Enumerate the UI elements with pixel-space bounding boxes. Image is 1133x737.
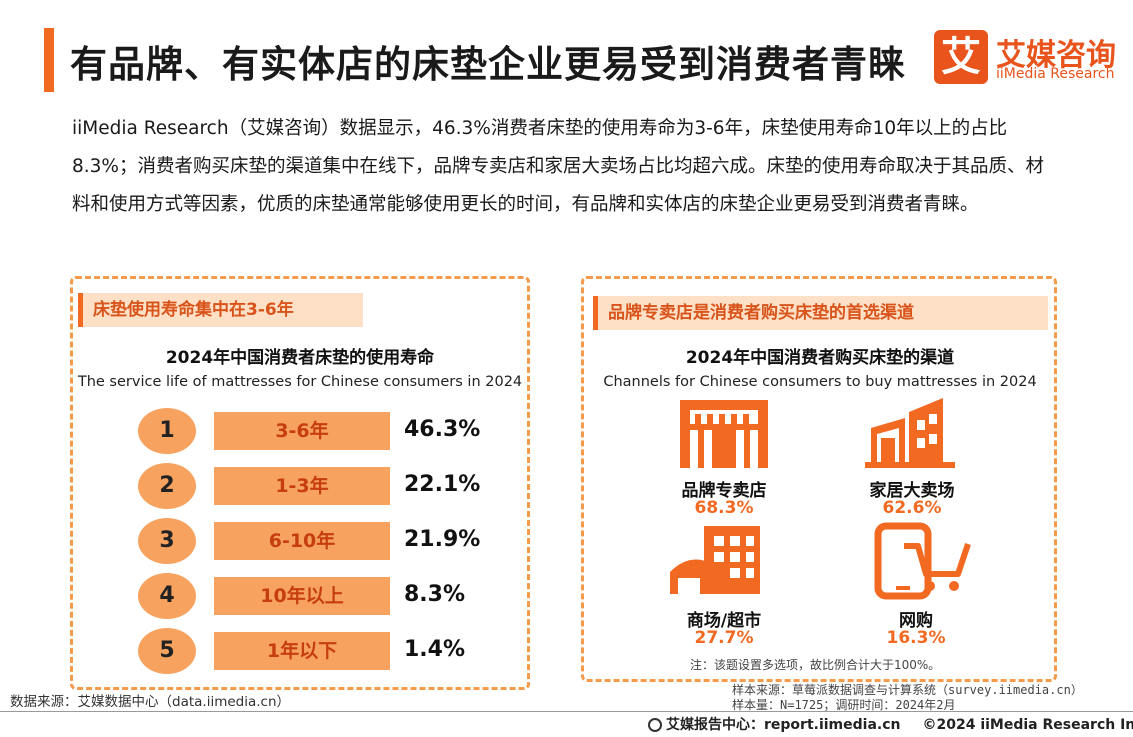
footer-bar: 艾媒报告中心：report.iimedia.cn ©2024 iiMedia Re… [648, 714, 1133, 734]
globe-icon [648, 718, 662, 732]
data-source: 数据来源：艾媒数据中心（data.iimedia.cn） [10, 694, 291, 710]
rank-value: 22.1% [404, 472, 481, 497]
rank-value: 21.9% [404, 527, 481, 552]
sample-source: 样本来源：草莓派数据调查与计算系统（survey.iimedia.cn） [732, 683, 1083, 697]
channel-name-home-market: 家居大卖场 [869, 481, 955, 501]
channel-name-store: 品牌专卖店 [681, 481, 767, 501]
mall-building-icon [670, 526, 760, 594]
page-title: 有品牌、有实体店的床垫企业更易受到消费者青睐 [70, 43, 906, 86]
rank-value: 1.4% [404, 637, 466, 662]
rank-circle: 2 [138, 463, 196, 509]
building-complex-icon [865, 398, 955, 468]
rank-bar: 1年以下 [214, 632, 390, 670]
title-accent-bar [44, 28, 54, 92]
channel-value-store: 68.3% [694, 498, 754, 518]
rank-bar: 3-6年 [214, 412, 390, 450]
rank-bar: 6-10年 [214, 522, 390, 560]
channel-tag: 品牌专卖店是消费者购买床垫的首选渠道 [593, 296, 1048, 330]
service-life-tag: 床垫使用寿命集中在3-6年 [78, 293, 363, 327]
rank-circle: 3 [138, 518, 196, 564]
channel-panel [581, 276, 1057, 682]
rank-bar: 1-3年 [214, 467, 390, 505]
sample-size: 样本量：N=1725；调研时间：2024年2月 [732, 698, 956, 712]
intro-paragraph: iiMedia Research（艾媒咨询）数据显示，46.3%消费者床垫的使用… [72, 118, 1045, 215]
channel-name-mall: 商场/超市 [686, 611, 762, 631]
multi-select-note: 注：该题设置多选项，故比例合计大于100%。 [690, 658, 941, 672]
channel-chart-title: 2024年中国消费者购买床垫的渠道 [685, 348, 955, 368]
channel-value-home-market: 62.6% [882, 498, 942, 518]
rank-circle: 4 [138, 573, 196, 619]
service-life-chart-subtitle: The service life of mattresses for Chine… [77, 374, 523, 390]
rank-circle: 5 [138, 628, 196, 674]
channel-value-online: 16.3% [886, 628, 946, 648]
rank-value: 46.3% [404, 417, 481, 442]
report-center-link[interactable]: 艾媒报告中心：report.iimedia.cn [666, 717, 901, 733]
logo-cn-text: 艾媒咨询 [996, 38, 1116, 73]
brand-logo: 艾 艾媒咨询 iiMedia Research [934, 30, 1133, 90]
rank-value: 8.3% [404, 582, 466, 607]
footer-divider [0, 711, 1133, 712]
service-life-panel [70, 276, 530, 690]
channel-value-mall: 27.7% [694, 628, 754, 648]
logo-mark: 艾 [934, 30, 988, 84]
copyright: ©2024 iiMedia Research Inc [922, 717, 1133, 733]
mobile-cart-icon [874, 522, 971, 600]
channel-chart-subtitle: Channels for Chinese consumers to buy ma… [603, 374, 1037, 390]
service-life-chart-title: 2024年中国消费者床垫的使用寿命 [165, 348, 435, 368]
rank-bar: 10年以上 [214, 577, 390, 615]
logo-en-text: iiMedia Research [996, 66, 1115, 82]
rank-circle: 1 [138, 408, 196, 454]
storefront-icon [680, 400, 768, 468]
channel-name-online: 网购 [899, 611, 933, 631]
